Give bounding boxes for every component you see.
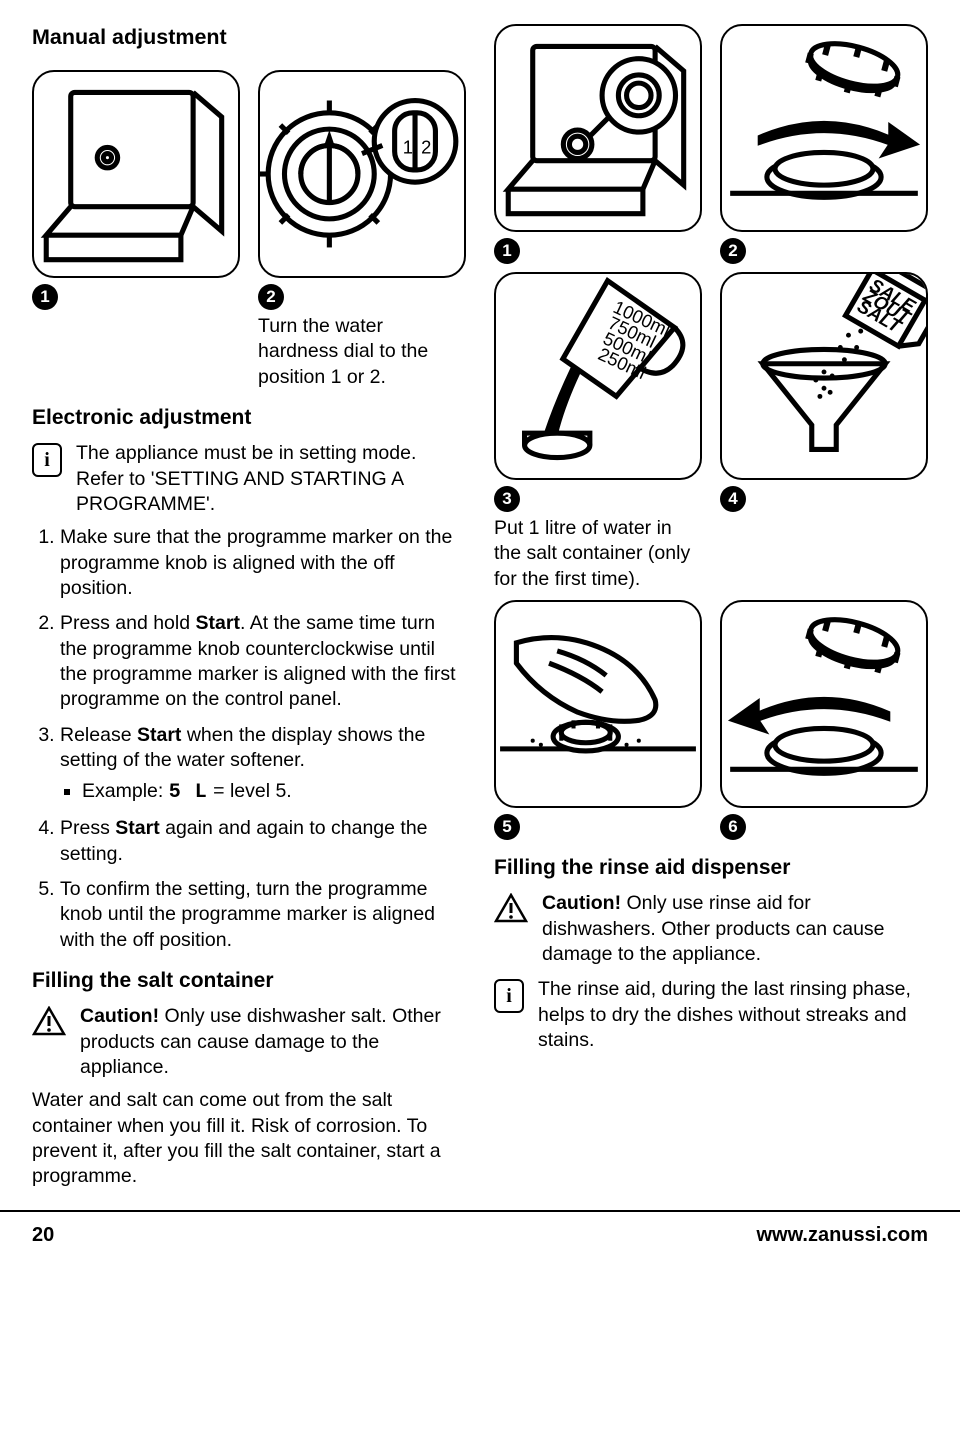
info-text-line1: The appliance must be in setting mode. <box>76 442 416 464</box>
step-1: Make sure that the programme marker on t… <box>60 525 466 601</box>
caution-label: Caution! <box>542 892 621 914</box>
left-column: Manual adjustment 1 <box>32 24 466 1190</box>
salt-fig-6 <box>720 600 928 808</box>
display-symbol-5l: 5 L <box>169 781 208 804</box>
salt-fig-5 <box>494 600 702 808</box>
salt-fig-5-number: 5 <box>494 814 520 840</box>
caution-rinse-aid: Caution! Only use rinse aid for dishwash… <box>494 891 928 967</box>
heading-electronic-adjustment: Electronic adjustment <box>32 404 466 431</box>
manual-fig-2-caption: Turn the water hardness dial to the posi… <box>258 314 466 390</box>
footer-url: www.zanussi.com <box>756 1222 928 1248</box>
electronic-steps-list: Make sure that the programme marker on t… <box>32 525 466 953</box>
step-3-example: Example: 5 L = level 5. <box>82 779 466 806</box>
salt-fig-6-number: 6 <box>720 814 746 840</box>
salt-fig-3-number: 3 <box>494 486 520 512</box>
info-rinse-aid-text: The rinse aid, during the last rinsing p… <box>538 978 911 1051</box>
manual-fig-2: 1 2 <box>258 70 466 278</box>
manual-fig-1-number: 1 <box>32 284 58 310</box>
info-text-line2: Refer to 'SETTING AND STARTING A PROGRAM… <box>76 468 403 515</box>
salt-fig-1-number: 1 <box>494 238 520 264</box>
step-3: Release Start when the display shows the… <box>60 723 466 807</box>
manual-figures-row: 1 <box>32 70 466 390</box>
heading-rinse-aid: Filling the rinse aid dispenser <box>494 854 928 881</box>
caution-salt: Caution! Only use dishwasher salt. Other… <box>32 1004 466 1080</box>
manual-fig-2-number: 2 <box>258 284 284 310</box>
caution-label: Caution! <box>80 1005 159 1027</box>
step-4: Press Start again and again to change th… <box>60 816 466 867</box>
step-5: To confirm the setting, turn the program… <box>60 877 466 953</box>
page-footer: 20 www.zanussi.com <box>0 1210 960 1248</box>
step-2: Press and hold Start. At the same time t… <box>60 611 466 712</box>
caution-salt-para2: Water and salt can come out from the sal… <box>32 1088 466 1189</box>
warning-icon <box>32 1006 66 1036</box>
info-setting-mode: i The appliance must be in setting mode.… <box>32 441 466 517</box>
salt-fig-2-number: 2 <box>720 238 746 264</box>
warning-icon <box>494 893 528 923</box>
svg-text:1: 1 <box>403 137 413 158</box>
info-icon: i <box>32 443 62 477</box>
heading-filling-salt: Filling the salt container <box>32 967 466 994</box>
info-icon: i <box>494 979 524 1013</box>
heading-manual-adjustment: Manual adjustment <box>32 24 466 52</box>
manual-fig-1 <box>32 70 240 278</box>
salt-fig-2 <box>720 24 928 232</box>
salt-fig-4-number: 4 <box>720 486 746 512</box>
page-number: 20 <box>32 1222 54 1248</box>
right-column: 1 <box>494 24 928 1190</box>
info-rinse-aid: i The rinse aid, during the last rinsing… <box>494 977 928 1053</box>
svg-text:2: 2 <box>421 137 431 158</box>
salt-fig-1 <box>494 24 702 232</box>
salt-fig-3-caption: Put 1 litre of water in the salt contain… <box>494 516 702 592</box>
salt-fig-4: SALE ZOUT SALT <box>720 272 928 480</box>
salt-fig-3: 1000ml 750ml 500ml 250ml <box>494 272 702 480</box>
